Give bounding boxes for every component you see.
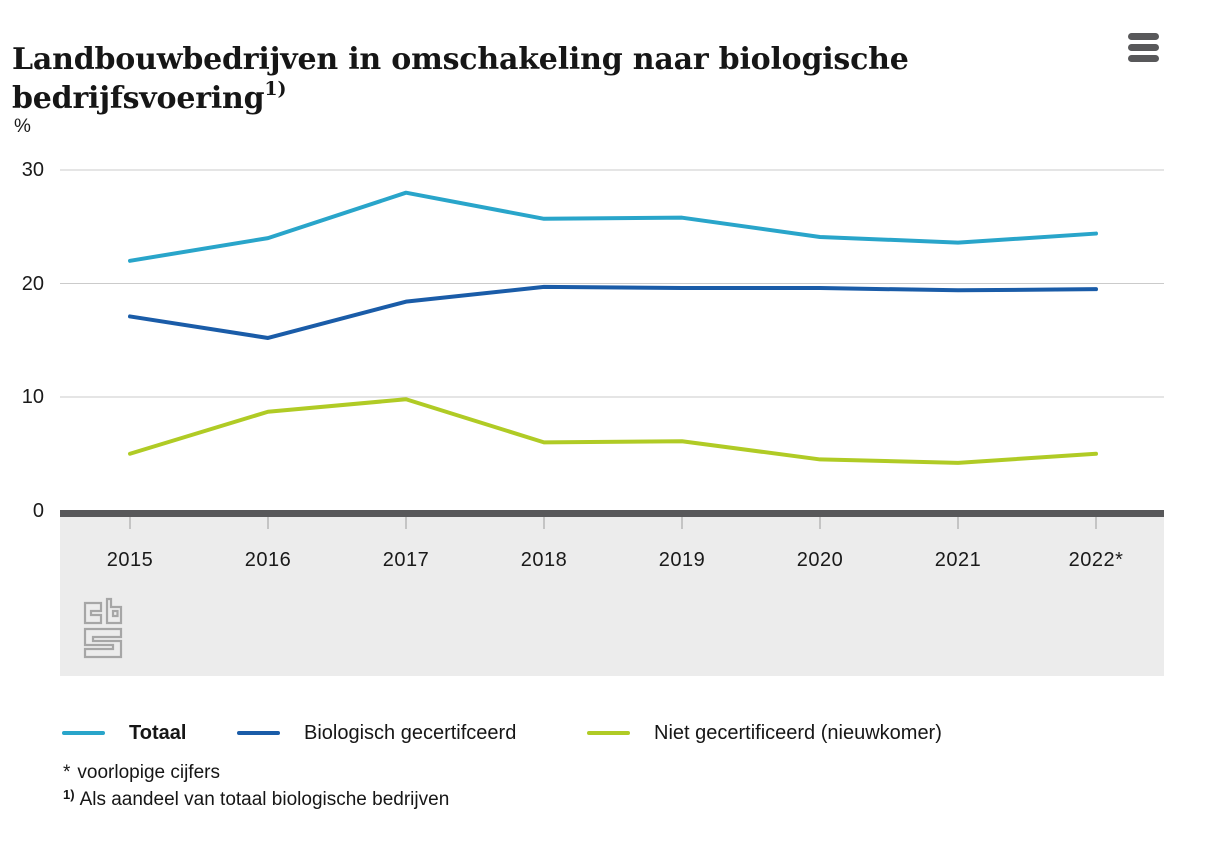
title-footnote-marker: 1) xyxy=(264,78,287,101)
y-tick-label: 20 xyxy=(21,272,44,295)
plot-area xyxy=(60,169,1164,529)
legend-swatch xyxy=(587,730,630,736)
footnote-text: voorlopige cijfers xyxy=(77,762,220,783)
y-axis-unit-label: % xyxy=(14,116,31,137)
title-line-1: Landbouwbedrijven in omschakeling naar b… xyxy=(12,42,909,78)
legend-item-2[interactable]: Biologisch gecertifceerd xyxy=(237,720,516,746)
page-title: Landbouwbedrijven in omschakeling naar b… xyxy=(12,40,952,118)
cbs-logo xyxy=(83,597,123,659)
y-tick-label: 10 xyxy=(21,386,44,408)
series-line-biologisch-gecertifceerd[interactable] xyxy=(128,284,1098,340)
footnote-2: 1) Als aandeel van totaal biologische bed… xyxy=(63,787,450,811)
x-tick-label: 2015 xyxy=(106,549,154,571)
legend-item-1[interactable]: Totaal xyxy=(62,720,186,746)
legend-label: Niet gecertificeerd (nieuwkomer) xyxy=(654,721,942,744)
legend-label: Totaal xyxy=(129,721,187,744)
legend-item-3[interactable]: Niet gecertificeerd (nieuwkomer) xyxy=(587,720,942,746)
series-line-niet-gecertificeerd-nieuwkomer[interactable] xyxy=(128,397,1098,465)
x-tick-label: 2022* xyxy=(1068,549,1124,571)
x-tick-label: 2016 xyxy=(244,549,292,571)
legend-swatch xyxy=(237,730,280,736)
footnote-marker: * xyxy=(63,762,71,783)
title-line-2: bedrijfsvoering xyxy=(12,81,265,117)
x-tick-label: 2019 xyxy=(658,549,706,571)
y-tick-label: 30 xyxy=(21,159,44,181)
x-axis-line xyxy=(60,510,1164,517)
footnote-1: * voorlopige cijfers xyxy=(63,762,220,784)
legend-swatch xyxy=(62,730,105,736)
x-axis-band xyxy=(60,517,1164,676)
footnote-marker: 1) xyxy=(63,787,75,802)
hamburger-menu-icon[interactable] xyxy=(1128,33,1160,63)
series-line-totaal[interactable] xyxy=(128,190,1098,263)
x-tick-label: 2020 xyxy=(796,549,844,571)
hamburger-bar xyxy=(1128,44,1159,51)
y-tick-label: 0 xyxy=(32,499,44,522)
hamburger-bar xyxy=(1128,33,1159,40)
x-tick-label: 2021 xyxy=(934,549,982,571)
x-tick-label: 2018 xyxy=(520,549,568,571)
x-tick-label: 2017 xyxy=(382,549,430,571)
footnote-text: Als aandeel van totaal biologische bedri… xyxy=(79,789,450,810)
hamburger-bar xyxy=(1128,55,1159,62)
legend-label: Biologisch gecertifceerd xyxy=(304,721,517,744)
